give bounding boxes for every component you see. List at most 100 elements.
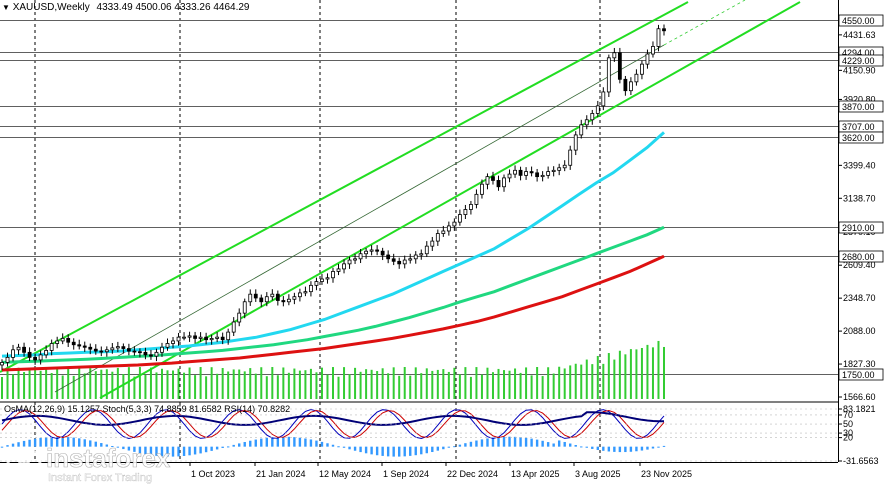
volume-bar-61 (337, 376, 340, 399)
osma-bar-71 (392, 446, 395, 457)
candle-body-101 (557, 167, 562, 171)
osma-bar-59 (326, 443, 329, 447)
osma-histogram (0, 436, 666, 457)
candle-body-67 (369, 249, 374, 252)
volume-bar-97 (536, 367, 539, 399)
candle-body-23 (126, 348, 131, 352)
volume-bar-74 (409, 375, 412, 399)
price-tick-label-8: 2348.70 (843, 293, 876, 303)
price-tick-label-10: 1827.30 (843, 359, 876, 369)
candle-body-110 (606, 57, 611, 93)
volume-bar-39 (216, 373, 219, 399)
osma-bar-69 (381, 446, 384, 456)
osma-bar-35 (193, 446, 197, 455)
candle-body-62 (342, 263, 346, 270)
trend-channel (0, 0, 801, 399)
candle-body-74 (408, 258, 413, 261)
candle-body-58 (320, 278, 324, 282)
osma-bar-34 (188, 446, 191, 456)
volume-bar-77 (425, 368, 428, 399)
candle-body-60 (331, 271, 335, 279)
candle-body-52 (286, 298, 291, 303)
osma-bar-51 (282, 436, 285, 447)
dropdown-arrow-icon[interactable]: ▼ (2, 3, 10, 12)
candle-body-46 (253, 293, 258, 299)
volume-bar-42 (232, 369, 235, 399)
price-tick-label-5: 3138.70 (843, 193, 876, 203)
volume-bar-53 (293, 368, 296, 399)
osma-bar-99 (546, 442, 550, 447)
candle-body-14 (77, 344, 82, 347)
price-tick-label-1: 4150.90 (843, 65, 876, 75)
candle-body-26 (143, 351, 148, 356)
volume-bar-116 (640, 348, 643, 399)
candle-body-112 (617, 52, 622, 80)
candle-body-90 (496, 180, 501, 188)
chart-header: ▼ XAUUSD,Weekly 4333.49 4500.06 4333.26 … (2, 2, 249, 13)
volume-bar-41 (227, 371, 230, 399)
candle-body-76 (419, 253, 424, 256)
volume-bar-29 (160, 368, 163, 399)
volume-bar-24 (133, 376, 136, 399)
osma-bar-76 (420, 446, 423, 455)
candle-body-78 (430, 240, 435, 247)
volume-bar-87 (480, 374, 483, 399)
candle-body-38 (209, 338, 214, 341)
price-tick-label-11: 1566.60 (843, 392, 876, 402)
rsi-line (1, 411, 664, 426)
volume-bar-15 (83, 373, 86, 399)
osma-bar-61 (337, 446, 340, 448)
osma-bar-39 (215, 446, 219, 450)
symbol-label: XAUUSD,Weekly (12, 2, 90, 13)
volume-bar-47 (260, 367, 263, 399)
time-tick-label-3: 1 Sep 2024 (383, 469, 429, 479)
candle-body-27 (149, 354, 153, 357)
osma-bar-80 (442, 446, 445, 450)
candle-body-37 (204, 336, 209, 341)
candle-body-15 (82, 345, 87, 348)
volume-bar-98 (541, 376, 544, 399)
channel-upper-line (0, 1, 689, 373)
candle-body-42 (231, 321, 236, 333)
candle-body-114 (629, 81, 633, 92)
volume-bar-19 (105, 369, 108, 399)
osc-tick-label-1: 70 (843, 410, 853, 420)
volume-bar-5 (28, 369, 31, 399)
candle-body-6 (33, 356, 37, 361)
osma-bar-114 (629, 446, 633, 452)
price-level-label-7: 2680.00 (842, 252, 875, 262)
volume-bar-46 (254, 373, 257, 399)
candle-body-5 (27, 351, 32, 358)
osma-bar-13 (72, 437, 75, 447)
osma-bar-32 (177, 446, 180, 457)
osma-bar-78 (431, 446, 434, 453)
osma-bar-33 (182, 446, 186, 456)
channel-mid-line (54, 44, 665, 393)
price-level-label-5: 3620.00 (842, 133, 875, 143)
volume-bar-70 (387, 373, 390, 399)
osma-bar-97 (535, 439, 539, 447)
price-level-box-2 (838, 54, 884, 67)
volume-bar-82 (453, 367, 456, 399)
volume-bar-104 (574, 363, 577, 399)
candle-body-0 (0, 362, 4, 366)
osma-bar-56 (309, 439, 313, 447)
volume-bar-102 (563, 368, 566, 399)
osma-bar-14 (78, 438, 81, 447)
candle-body-61 (336, 268, 341, 272)
candle-body-106 (584, 119, 589, 126)
candle-body-25 (138, 351, 142, 354)
osma-bar-103 (569, 443, 572, 447)
candle-body-97 (535, 172, 540, 178)
volume-bar-38 (210, 367, 213, 399)
candle-body-104 (573, 134, 578, 151)
osma-bar-30 (166, 446, 169, 457)
volume-bar-36 (199, 367, 202, 399)
stoch-signal-line (1, 409, 665, 439)
volume-bar-72 (398, 375, 401, 399)
volume-bar-119 (657, 340, 660, 399)
volume-bar-57 (315, 372, 318, 399)
osma-bar-0 (0, 446, 4, 448)
